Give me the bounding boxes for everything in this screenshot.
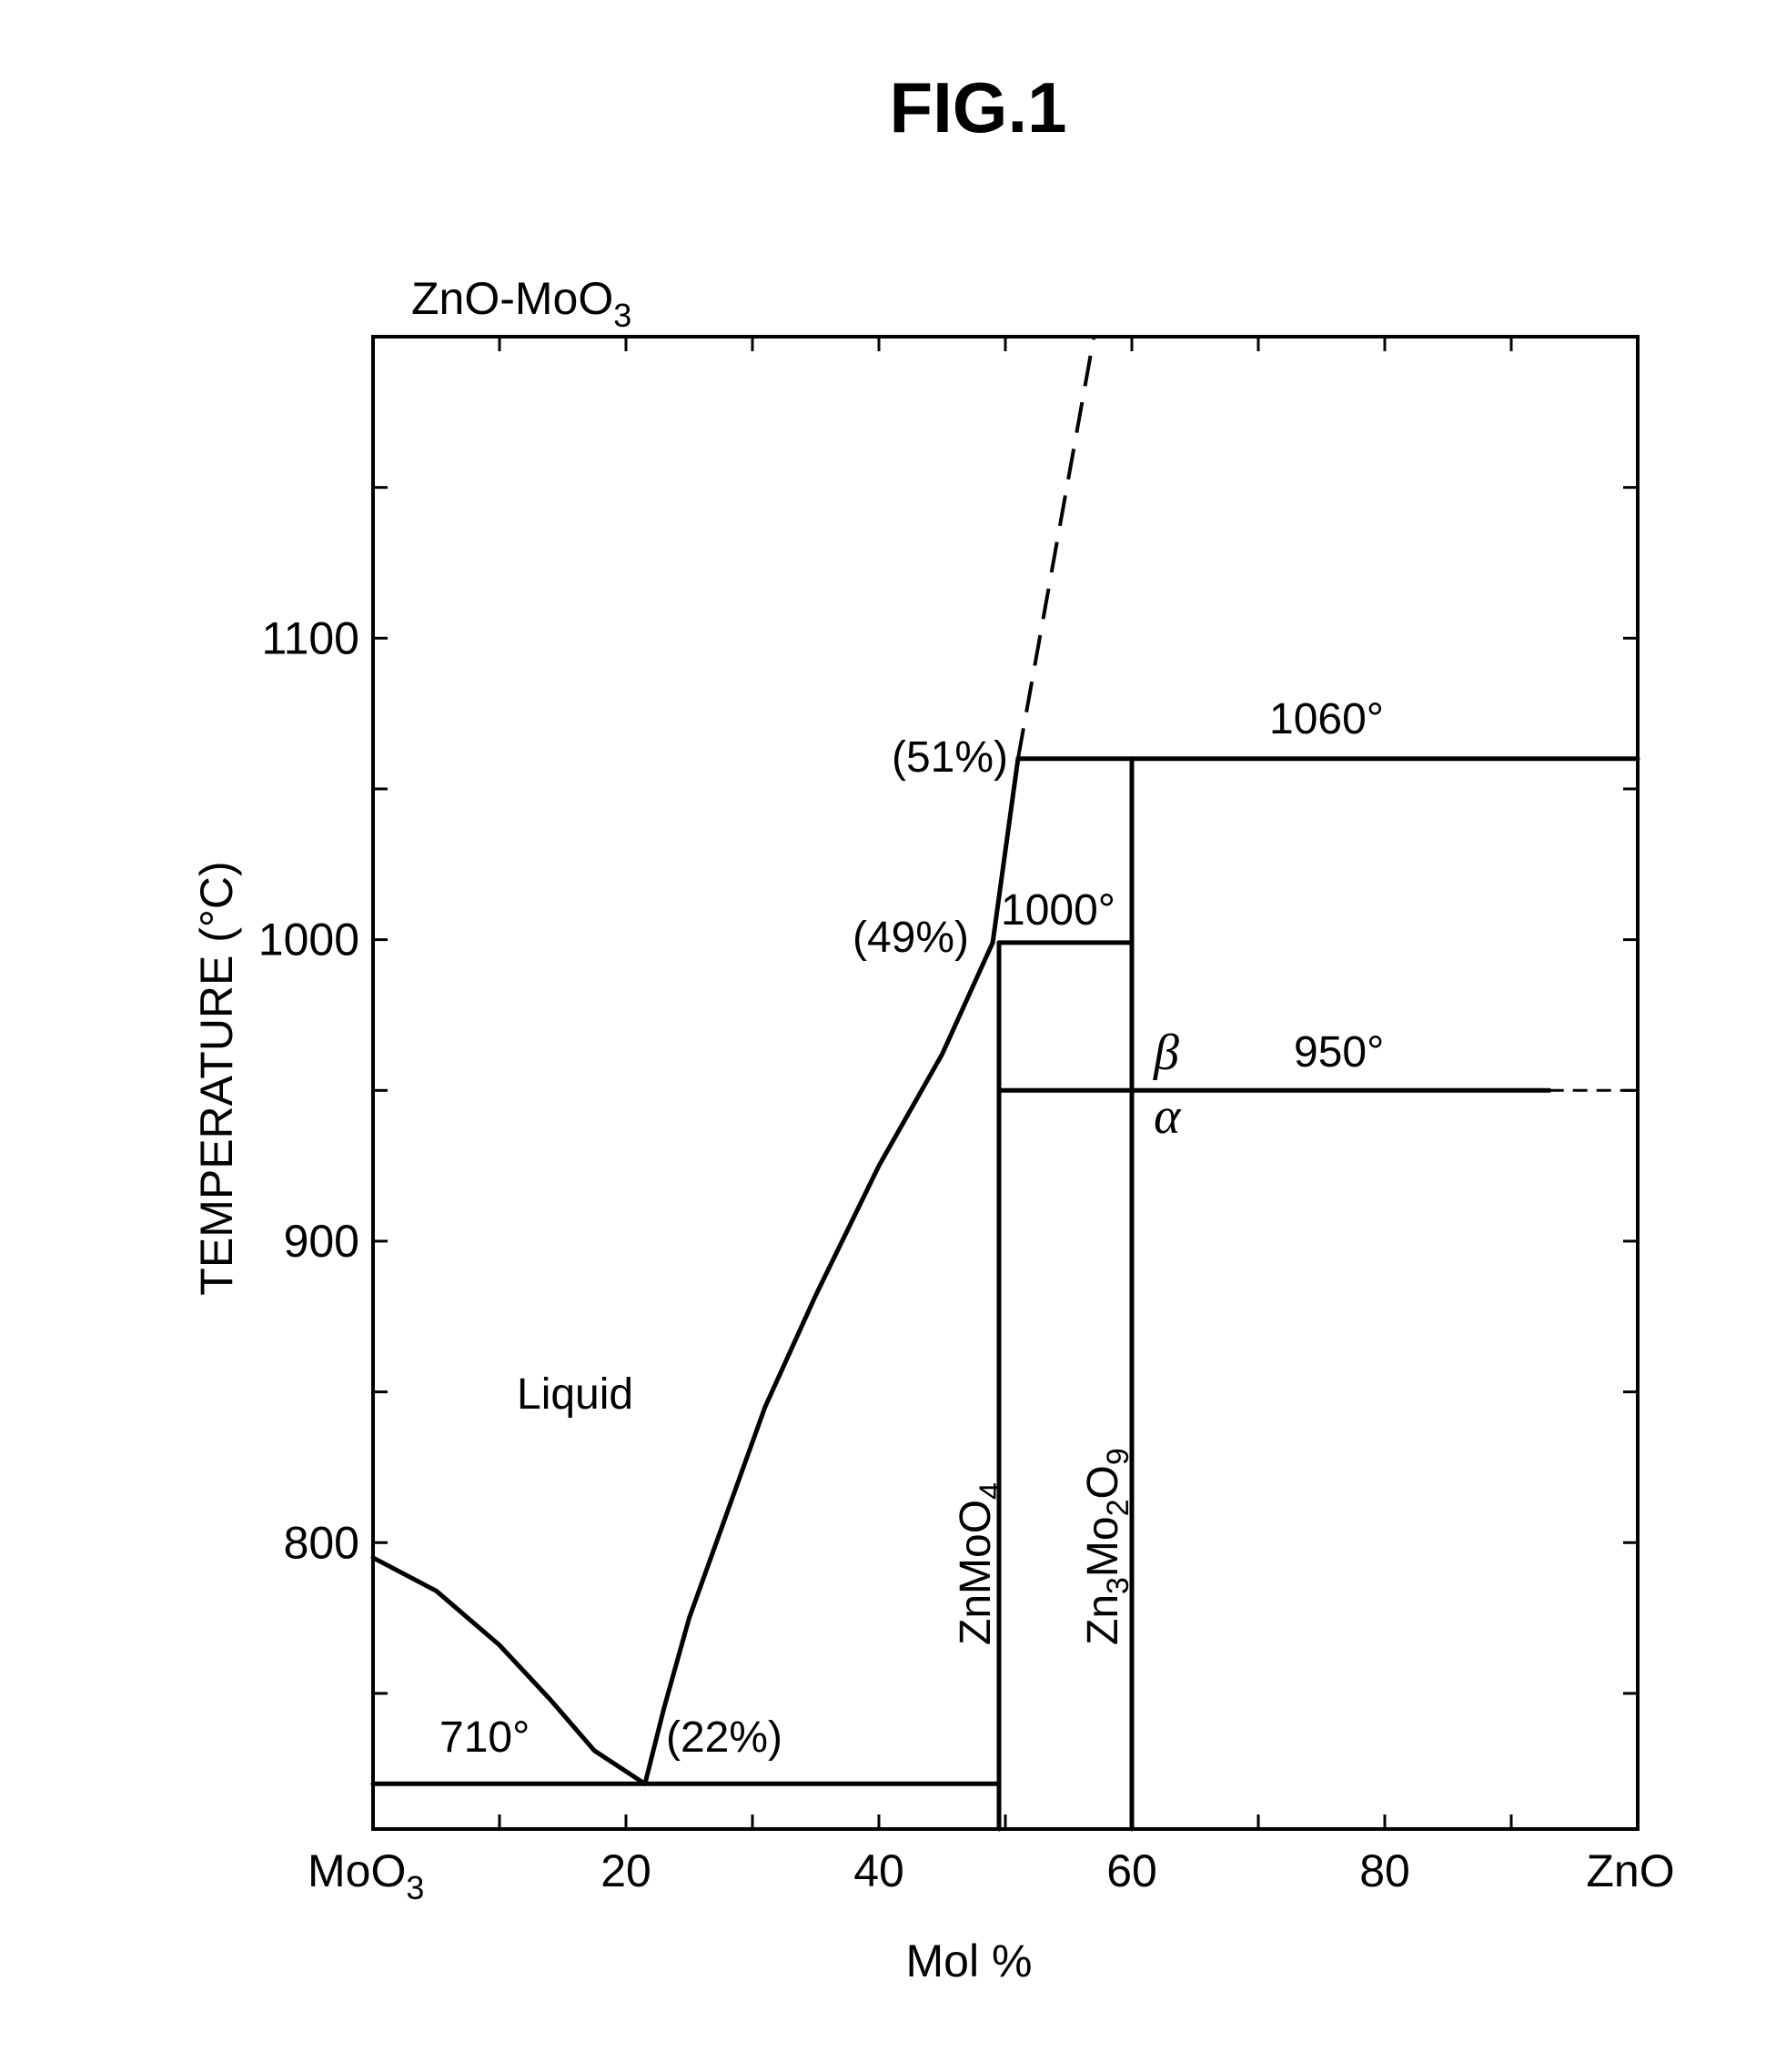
eutectic-comp-label: (22%) (666, 1713, 782, 1762)
zn3mo2o9-part1: Zn (1079, 1594, 1127, 1645)
zn3mo2o9-sub2: 2 (1101, 1499, 1135, 1516)
y-tick-label: 900 (284, 1216, 359, 1267)
x-left-end-main: MoO (308, 1845, 406, 1896)
system-label-sub: 3 (613, 297, 631, 334)
system-label: ZnO-MoO3 (411, 273, 631, 334)
isotherm-1000-label: 1000° (1001, 886, 1115, 935)
axis-tick-labels: 20 40 60 80 800 900 1000 1100 (258, 612, 1410, 1896)
phase-boundary-curve (1015, 336, 1096, 760)
zn3mo2o9-label: Zn3Mo2O9 (1079, 1448, 1135, 1645)
x-tick-label: 20 (600, 1845, 651, 1896)
phase-boundary-curve (642, 940, 995, 1786)
isotherm-1060-label: 1060° (1269, 695, 1384, 743)
y-tick-label: 1100 (261, 612, 359, 663)
system-label-main: ZnO-MoO (411, 273, 613, 324)
x-left-end-sub: 3 (406, 1869, 424, 1906)
phase-boundary-curve (990, 756, 1021, 945)
x-tick-label: 80 (1359, 1845, 1410, 1896)
axis-ticks (373, 337, 1638, 1829)
x-tick-label: 60 (1106, 1845, 1157, 1896)
zn3mo2o9-part3: O (1079, 1465, 1127, 1499)
peritectic-49-label: (49%) (853, 914, 969, 962)
znmoo4-label: ZnMoO4 (952, 1482, 1008, 1645)
beta-phase-label: β (1153, 1025, 1179, 1081)
x-right-end-label: ZnO (1586, 1845, 1674, 1896)
zn3mo2o9-part2: Mo (1079, 1516, 1127, 1577)
y-tick-label: 1000 (258, 915, 359, 965)
znmoo4-main: ZnMoO (952, 1500, 1000, 1645)
zn3mo2o9-sub1: 3 (1101, 1577, 1135, 1594)
y-tick-label: 800 (284, 1517, 359, 1568)
peritectic-51-label: (51%) (892, 733, 1008, 782)
eutectic-temp-label: 710° (439, 1713, 530, 1762)
transition-950-label: 950° (1294, 1028, 1384, 1076)
phase-boundary-curve (370, 1555, 648, 1786)
znmoo4-sub: 4 (974, 1482, 1008, 1500)
y-axis-label: TEMPERATURE (°C) (191, 861, 242, 1295)
zn3mo2o9-sub3: 9 (1101, 1448, 1135, 1465)
x-left-end-label: MoO3 (308, 1845, 424, 1906)
figure-title: FIG.1 (889, 67, 1066, 147)
phase-boundaries (370, 336, 1640, 1832)
liquid-region-label: Liquid (517, 1370, 633, 1419)
x-axis-label: Mol % (906, 1936, 1033, 1986)
alpha-phase-label: α (1154, 1088, 1182, 1145)
plot-frame (371, 335, 1640, 1831)
x-tick-label: 40 (853, 1845, 904, 1896)
